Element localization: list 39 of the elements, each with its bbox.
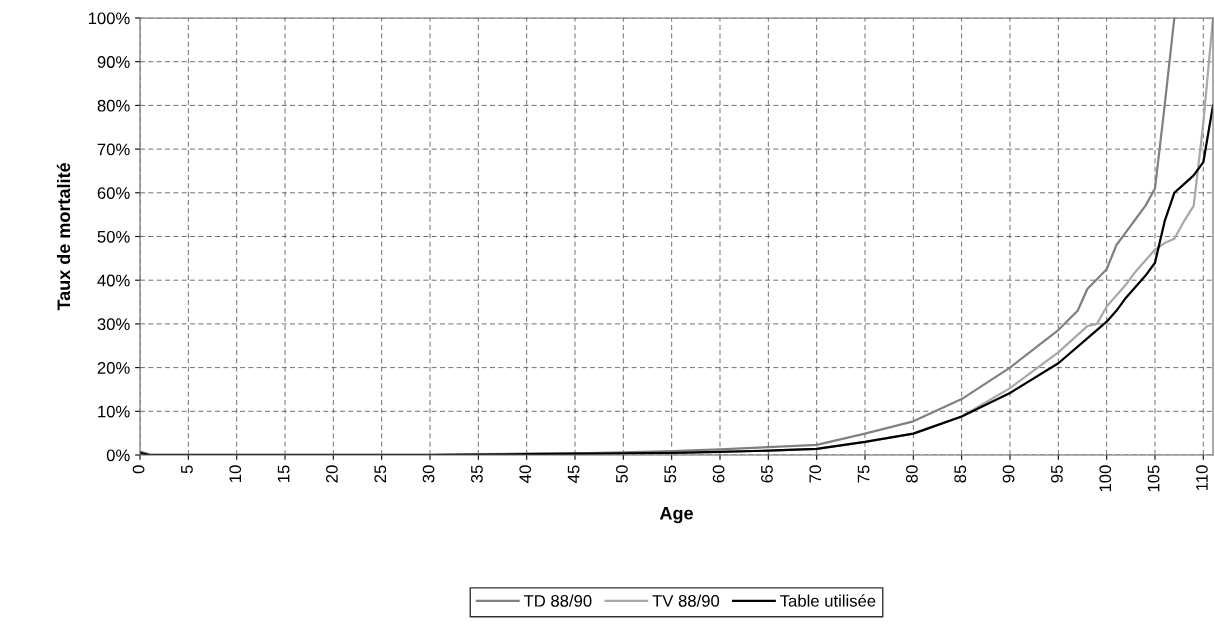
y-tick-label: 20% (97, 362, 130, 374)
x-tick-label: 110 (1196, 465, 1208, 491)
y-tick-label: 0% (106, 449, 130, 462)
x-tick-label: 30 (422, 465, 435, 483)
y-tick-label: 60% (97, 187, 130, 199)
x-tick-label: 80 (906, 465, 918, 483)
x-tick-label: 40 (519, 465, 532, 483)
x-tick-label: 60 (712, 465, 725, 483)
y-tick-label: 10% (98, 405, 130, 418)
x-tick-label: 5 (181, 465, 193, 474)
x-tick-label: 35 (471, 465, 483, 483)
legend-label: TD 88/90 (523, 594, 592, 607)
x-tick-label: 75 (857, 465, 870, 483)
x-tick-label: 15 (277, 465, 290, 482)
y-axis-title: Taux de mortalité (56, 163, 71, 311)
y-tick-label: 30% (97, 318, 130, 331)
x-axis-title: Age (659, 507, 693, 524)
x-tick-label: 100 (1099, 465, 1112, 492)
y-tick-label: 50% (97, 230, 130, 243)
x-tick-label: 50 (616, 465, 628, 483)
x-tick-label: 20 (326, 465, 338, 483)
x-tick-label: 25 (374, 465, 387, 483)
legend-label: TV 88/90 (652, 594, 720, 607)
y-tick-label: 70% (97, 143, 130, 156)
x-tick-label: 85 (954, 465, 967, 483)
x-tick-label: 45 (567, 465, 580, 483)
x-tick-label: 95 (1051, 465, 1063, 483)
x-tick-label: 55 (664, 465, 677, 483)
x-tick-label: 65 (761, 465, 773, 483)
x-tick-label: 70 (809, 465, 822, 483)
legend-label: Table utilisée (780, 594, 876, 607)
x-tick-label: 0 (132, 465, 145, 474)
y-tick-label: 40% (97, 274, 130, 287)
x-tick-label: 105 (1147, 465, 1160, 492)
y-tick-label: 80% (97, 99, 130, 112)
y-tick-label: 90% (97, 56, 130, 68)
x-tick-label: 90 (1002, 465, 1015, 483)
x-tick-label: 10 (229, 465, 242, 482)
y-tick-label: 100% (88, 12, 130, 25)
